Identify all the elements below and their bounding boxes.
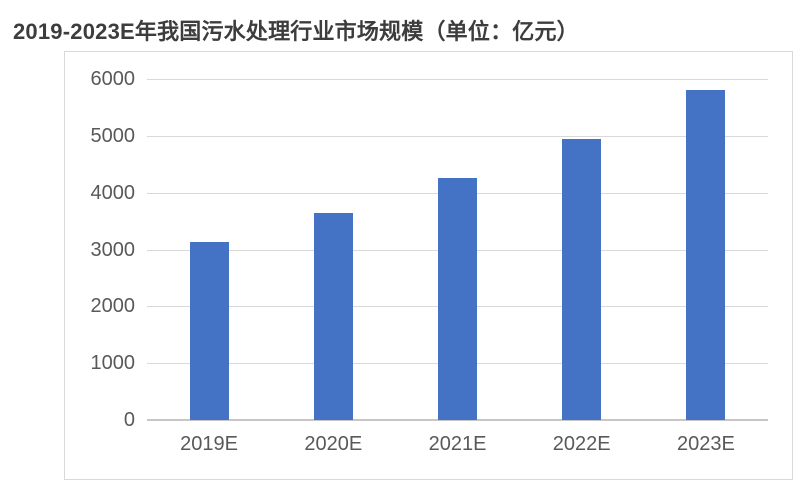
bar-2023E [686, 90, 726, 420]
chart-title: 2019-2023E年我国污水处理行业市场规模（单位：亿元） [13, 19, 579, 44]
bar-2021E [438, 178, 477, 420]
bar-2019E [189, 242, 229, 420]
x-tick-label-2020E: 2020E [304, 433, 363, 455]
bar-2020E [313, 212, 353, 420]
x-tick-label-2021E: 2021E [428, 433, 487, 455]
x-tick-label-2019E: 2019E [180, 433, 239, 455]
chart-frame: 0 1000 2000 3000 4000 5000 6000 2019E 2020E 2021… [64, 51, 793, 480]
gridline-5000 [147, 135, 768, 137]
gridline-0 [147, 419, 768, 421]
y-tick-label-6000: 6000 [90, 68, 136, 90]
gridline-6000 [147, 79, 768, 80]
y-tick-label-1000: 1000 [90, 352, 136, 375]
y-tick-label-4000: 4000 [90, 181, 136, 204]
x-tick-label-2023E: 2023E [676, 433, 735, 455]
y-tick-label-3000: 3000 [90, 238, 136, 261]
y-tick-label-5000: 5000 [90, 124, 136, 147]
y-tick-label-0: 0 [123, 409, 135, 431]
plot-area [147, 79, 768, 421]
y-tick-label-2000: 2000 [90, 295, 136, 318]
x-tick-label-2022E: 2022E [552, 433, 611, 455]
bar-2022E [562, 138, 602, 420]
x-axis: 2019E 2020E 2021E 2022E 2023E [147, 433, 768, 457]
